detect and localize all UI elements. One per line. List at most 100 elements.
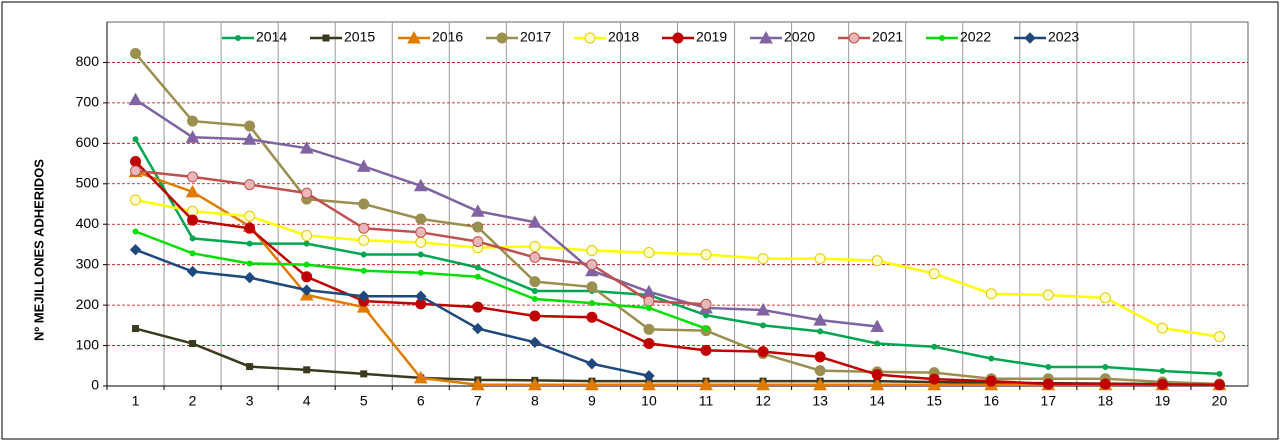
x-tick-label: 13 bbox=[812, 393, 828, 409]
point bbox=[703, 312, 710, 319]
point bbox=[415, 213, 427, 225]
y-tick-label: 400 bbox=[76, 215, 100, 231]
point bbox=[246, 363, 254, 371]
y-tick-label: 100 bbox=[76, 336, 100, 352]
point bbox=[1159, 368, 1166, 375]
point bbox=[928, 373, 940, 385]
x-tick-label: 1 bbox=[132, 393, 140, 409]
point bbox=[756, 302, 770, 316]
x-tick-label: 10 bbox=[641, 393, 657, 409]
point bbox=[186, 265, 199, 278]
point bbox=[472, 236, 484, 248]
point bbox=[529, 276, 541, 288]
point bbox=[303, 240, 310, 247]
point bbox=[871, 369, 883, 381]
point bbox=[643, 247, 655, 259]
point bbox=[870, 319, 885, 333]
point bbox=[360, 251, 367, 258]
point bbox=[814, 253, 826, 265]
point bbox=[187, 171, 199, 183]
point bbox=[1156, 322, 1168, 334]
point bbox=[358, 234, 370, 246]
point bbox=[130, 165, 142, 177]
point bbox=[703, 325, 710, 332]
x-tick-label: 11 bbox=[699, 393, 714, 409]
point bbox=[358, 198, 370, 210]
point bbox=[301, 187, 313, 199]
point bbox=[817, 328, 824, 335]
point bbox=[643, 338, 655, 350]
point bbox=[985, 375, 997, 387]
point bbox=[130, 194, 142, 206]
point bbox=[531, 296, 538, 303]
x-tick-label: 14 bbox=[869, 393, 885, 409]
point bbox=[528, 377, 542, 391]
x-tick-label: 5 bbox=[360, 393, 368, 409]
point bbox=[756, 377, 770, 391]
point bbox=[1045, 363, 1052, 370]
point bbox=[187, 214, 199, 226]
point bbox=[529, 240, 541, 252]
x-tick-label: 17 bbox=[1041, 393, 1057, 409]
point bbox=[584, 32, 596, 44]
x-tick-label: 19 bbox=[1155, 393, 1171, 409]
y-tick-label: 300 bbox=[76, 255, 100, 271]
point bbox=[413, 178, 428, 192]
point bbox=[585, 263, 599, 277]
point bbox=[585, 377, 599, 391]
point bbox=[870, 377, 885, 391]
point bbox=[529, 251, 541, 263]
point bbox=[643, 370, 655, 382]
point bbox=[244, 179, 256, 191]
point bbox=[132, 136, 139, 143]
legend-label: 2014 bbox=[256, 29, 287, 45]
point bbox=[322, 34, 330, 42]
series-line bbox=[135, 198, 1220, 338]
y-tick-label: 0 bbox=[91, 377, 99, 393]
x-tick-label: 7 bbox=[474, 393, 482, 409]
point bbox=[360, 370, 368, 378]
point bbox=[813, 377, 827, 391]
legend-label: 2020 bbox=[784, 29, 815, 45]
point bbox=[1156, 378, 1168, 390]
point bbox=[1213, 379, 1225, 391]
point bbox=[129, 243, 142, 256]
point bbox=[931, 343, 938, 350]
point bbox=[759, 30, 773, 44]
legend-label: 2016 bbox=[432, 29, 463, 45]
point bbox=[407, 30, 421, 44]
point bbox=[472, 221, 484, 233]
point bbox=[242, 132, 257, 145]
legend-label: 2017 bbox=[520, 29, 551, 45]
point bbox=[356, 159, 371, 172]
point bbox=[642, 377, 656, 391]
x-tick-label: 15 bbox=[926, 393, 942, 409]
point bbox=[470, 204, 485, 217]
point bbox=[985, 288, 997, 300]
point bbox=[700, 298, 712, 310]
point bbox=[470, 377, 485, 391]
legend-label: 2015 bbox=[344, 29, 375, 45]
point bbox=[1102, 363, 1109, 370]
point bbox=[244, 222, 256, 234]
point bbox=[415, 236, 427, 248]
legend-label: 2022 bbox=[960, 29, 991, 45]
legend-label: 2019 bbox=[696, 29, 727, 45]
x-tick-label: 12 bbox=[755, 393, 771, 409]
x-tick-label: 8 bbox=[531, 393, 539, 409]
point bbox=[757, 346, 769, 358]
point bbox=[1042, 289, 1054, 301]
series-line bbox=[135, 248, 650, 378]
point bbox=[128, 92, 143, 106]
point bbox=[531, 287, 538, 294]
legend-label: 2023 bbox=[1048, 29, 1079, 45]
point bbox=[588, 300, 595, 307]
point bbox=[185, 130, 200, 143]
x-tick-label: 2 bbox=[189, 393, 197, 409]
point bbox=[132, 228, 139, 235]
point bbox=[928, 268, 940, 280]
point bbox=[303, 261, 310, 268]
point bbox=[130, 48, 142, 60]
y-tick-label: 200 bbox=[76, 296, 100, 312]
x-tick-label: 4 bbox=[303, 393, 311, 409]
